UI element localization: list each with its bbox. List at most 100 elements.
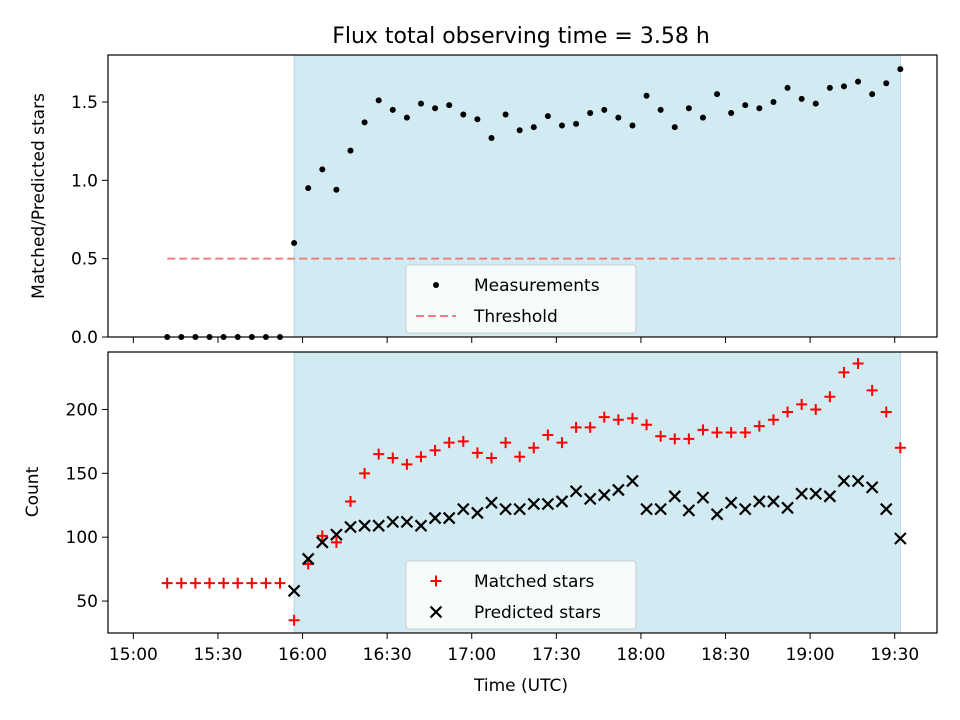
top-measurements-point: [502, 111, 509, 118]
top-legend-box: [405, 264, 637, 334]
bottom-predicted-stars-point: [316, 536, 329, 549]
bottom-matched-stars-point: [542, 429, 554, 441]
bottom-matched-stars-series: [161, 357, 906, 626]
bottom-predicted-stars-point: [837, 474, 851, 488]
top-measurements-point: [587, 109, 594, 116]
bottom-predicted-stars-point: [330, 528, 343, 541]
bottom-matched-stars-point: [528, 442, 540, 454]
top-measurements-point: [685, 105, 692, 112]
bottom-legend-marker: [429, 605, 443, 619]
bottom-predicted-stars-point: [569, 484, 583, 498]
bottom-predicted-stars-point: [851, 474, 865, 488]
bottom-matched-stars-point: [669, 433, 681, 445]
bottom-predicted-stars-point: [400, 515, 414, 529]
xtick-label: 15:30: [193, 645, 242, 665]
bottom-matched-stars-point: [373, 448, 385, 460]
bottom-matched-stars-point: [204, 577, 216, 589]
top-measurements-point: [530, 124, 537, 131]
bottom-ytick-label: 150: [66, 464, 98, 484]
bottom-predicted-stars-point: [682, 504, 696, 517]
chart-title: Flux total observing time = 3.58 h: [332, 24, 710, 49]
top-measurements-point: [714, 91, 721, 98]
bottom-predicted-stars-series: [287, 474, 907, 598]
bottom-predicted-stars-point: [442, 511, 456, 525]
bottom-matched-stars-point: [218, 577, 230, 589]
bottom-matched-stars-point: [344, 495, 356, 507]
bottom-matched-stars-point: [288, 614, 300, 626]
bottom-legend-label: Predicted stars: [474, 603, 601, 623]
bottom-panel: 50 100 150 200 15:00 15:30 16:00 16:30 17:00 17:3…: [66, 351, 938, 665]
top-measurements-point: [417, 100, 424, 107]
top-measurements-point: [389, 106, 396, 113]
bottom-matched-stars-point: [725, 426, 737, 438]
xtick-label: 18:00: [616, 645, 665, 665]
top-measurements-point: [699, 114, 706, 121]
top-measurements-point: [488, 135, 495, 142]
bottom-matched-stars-point: [485, 452, 497, 464]
top-ytick-label: 1.0: [71, 171, 98, 191]
bottom-matched-stars-point: [359, 467, 371, 479]
bottom-ytick-label: 50: [76, 592, 98, 612]
top-measurements-point: [770, 99, 777, 105]
bottom-predicted-stars-point: [612, 483, 625, 497]
top-measurements-point: [728, 109, 735, 116]
bottom-predicted-stars-point: [738, 502, 752, 516]
top-ytick-label: 0.0: [71, 328, 98, 348]
bottom-matched-stars-point: [514, 451, 526, 463]
top-measurements-point: [544, 113, 551, 120]
top-measurements-point: [460, 111, 467, 118]
bottom-predicted-stars-point: [583, 492, 597, 506]
bottom-predicted-stars-point: [640, 502, 653, 516]
bottom-ytick-label: 100: [66, 528, 98, 548]
bottom-matched-stars-point: [457, 435, 469, 447]
bottom-matched-stars-point: [683, 433, 695, 445]
top-measurements-point: [869, 91, 876, 98]
bottom-legend-marker: [430, 575, 442, 587]
top-measurements-point: [558, 122, 565, 129]
bottom-matched-stars-point: [852, 357, 864, 369]
bottom-matched-stars-point: [189, 577, 201, 589]
xtick-label: 17:30: [532, 645, 581, 665]
bottom-matched-stars-point: [655, 430, 667, 442]
xtick-label: 19:30: [870, 645, 919, 665]
bottom-matched-stars-point: [429, 444, 441, 456]
bottom-legend: Matched stars Predicted stars: [405, 560, 637, 630]
xtick-label: 19:00: [786, 645, 835, 665]
bottom-predicted-stars-point: [795, 487, 808, 501]
bottom-predicted-stars-point: [386, 515, 400, 529]
bottom-predicted-stars-point: [513, 502, 526, 516]
top-legend-label: Threshold: [473, 307, 558, 327]
top-measurements-series: [164, 66, 904, 340]
bottom-predicted-stars-point: [865, 481, 879, 494]
top-ytick-label: 1.5: [71, 93, 98, 113]
bottom-matched-stars-point: [796, 398, 808, 410]
bottom-predicted-stars-point: [654, 502, 667, 516]
top-legend-label: Measurements: [474, 276, 600, 296]
top-measurements-point: [643, 92, 650, 99]
bottom-predicted-stars-point: [287, 584, 301, 598]
top-measurements-point: [516, 127, 523, 134]
bottom-matched-stars-point: [767, 414, 779, 426]
bottom-matched-stars-point: [894, 442, 906, 454]
top-measurements-point: [403, 114, 410, 121]
top-measurements-point: [657, 106, 664, 113]
top-measurements-point: [855, 78, 862, 85]
bottom-matched-stars-point: [584, 421, 596, 433]
bottom-predicted-stars-point: [597, 488, 611, 502]
bottom-matched-stars-point: [880, 406, 892, 418]
xtick-label: 16:00: [278, 645, 327, 665]
bottom-predicted-stars-point: [471, 506, 484, 520]
top-measurements-point: [601, 106, 608, 113]
top-measurements-point: [756, 105, 763, 112]
top-panel-ylabel: Matched/Predicted stars: [29, 93, 49, 299]
bottom-matched-stars-point: [471, 447, 483, 459]
bottom-matched-stars-point: [500, 437, 512, 449]
bottom-matched-stars-point: [161, 577, 173, 589]
top-measurements-point: [305, 185, 312, 192]
top-measurements-point: [826, 84, 833, 91]
bottom-predicted-stars-point: [372, 519, 385, 532]
bottom-predicted-stars-point: [781, 501, 794, 515]
top-measurements-point: [615, 114, 622, 121]
top-measurements-point: [784, 84, 791, 91]
